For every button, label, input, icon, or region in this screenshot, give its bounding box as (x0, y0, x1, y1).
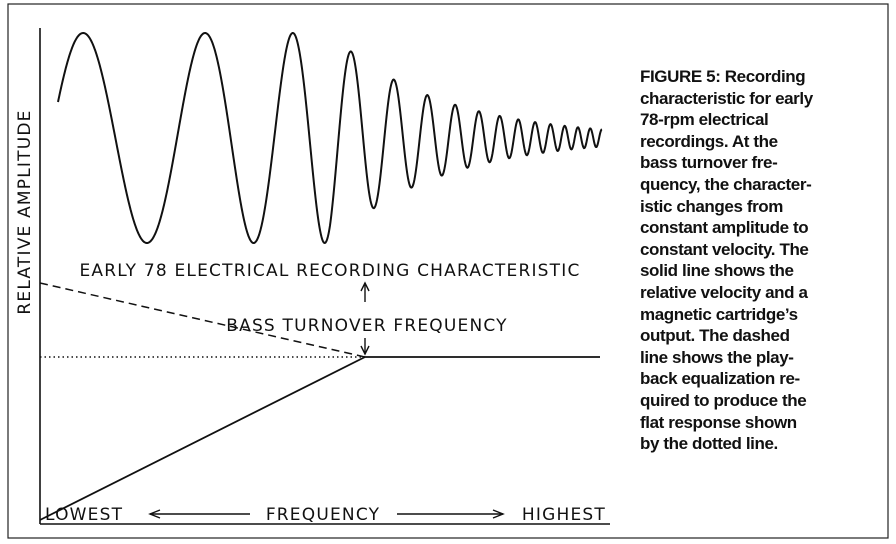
dashed-line (39, 282, 366, 358)
chart-title: EARLY 78 ELECTRICAL RECORDING CHARACTERI… (79, 261, 580, 281)
caption-line: constant amplitude to (640, 218, 809, 238)
caption-line: magnetic cartridge’s (640, 304, 798, 324)
arrows (148, 281, 505, 519)
frame (7, 3, 889, 539)
x-label-right: HIGHEST (522, 505, 606, 525)
solid-line (39, 356, 600, 521)
caption-line: characteristic for early (640, 88, 813, 108)
caption-line: output. The dashed (640, 326, 790, 346)
caption-line: FIGURE 5: Recording (640, 67, 806, 86)
caption-line: relative velocity and a (640, 282, 808, 302)
annotation: BASS TURNOVER FREQUENCY (226, 316, 507, 336)
caption-line: istic changes from (640, 196, 784, 216)
caption-line: by the dotted line. (640, 434, 778, 454)
caption: FIGURE 5: Recording characteristic for ea… (640, 66, 813, 455)
caption-line: line shows the play- (640, 347, 794, 367)
y-axis-label: RELATIVE AMPLITUDE (15, 109, 35, 314)
caption-line: quired to produce the (640, 390, 807, 410)
caption-line: solid line shows the (640, 261, 794, 281)
caption-line: flat response shown (640, 412, 797, 432)
caption-line: constant velocity. The (640, 239, 809, 259)
caption-line: quency, the character- (640, 174, 812, 194)
caption-line: recordings. At the (640, 131, 778, 151)
caption-line: bass turnover fre- (640, 153, 778, 173)
x-label-left: LOWEST (45, 505, 123, 525)
x-label-center: FREQUENCY (266, 505, 380, 525)
caption-line: 78-rpm electrical (640, 110, 769, 130)
caption-line: back equalization re- (640, 369, 800, 389)
waveform (57, 32, 603, 245)
